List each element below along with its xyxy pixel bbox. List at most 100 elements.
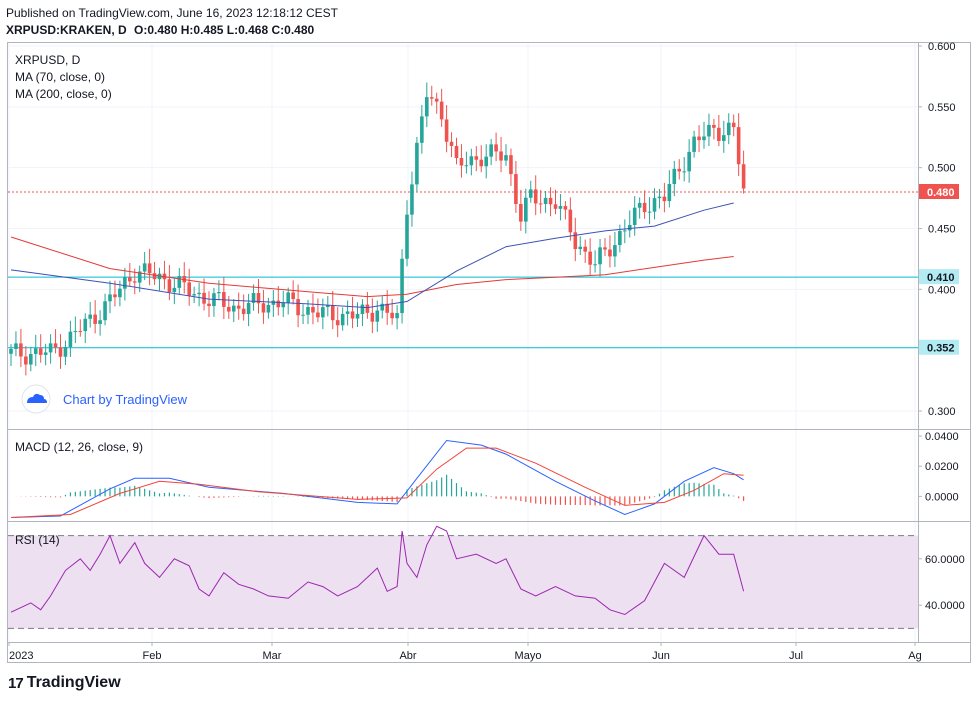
candle-body: [667, 184, 672, 202]
candle-body: [642, 202, 647, 213]
rsi-line: [10, 525, 745, 616]
candle-body: [697, 136, 701, 141]
candle-body: [335, 320, 340, 326]
open-label: O:: [134, 23, 148, 37]
rsi-tick-label: 40.0000: [925, 600, 965, 612]
candle-body: [33, 348, 38, 354]
candle-body: [132, 281, 137, 283]
price-badge: 0.480: [927, 187, 955, 199]
candle-body: [444, 119, 449, 142]
macd-histogram: [15, 474, 745, 506]
candle-body: [301, 314, 305, 316]
candle-body: [489, 144, 493, 157]
candle-body: [63, 347, 68, 357]
candle-body: [187, 282, 191, 296]
candle-body: [647, 211, 652, 213]
published-info: Published on TradingView.com, June 16, 2…: [6, 6, 338, 20]
time-tick-label: Abr: [399, 650, 416, 662]
watermark-text: Chart by TradingView: [63, 392, 188, 407]
legend-ma200: MA (200, close, 0): [15, 87, 112, 101]
candle-body: [251, 293, 256, 303]
cloud-shape: [27, 393, 47, 403]
candle-body: [712, 124, 716, 128]
candle-body: [330, 305, 335, 321]
candle-body: [365, 304, 370, 313]
candle-body: [306, 306, 310, 315]
candle-body: [78, 331, 83, 333]
candle-body: [286, 292, 290, 303]
candle-body: [68, 331, 73, 348]
candle-body: [687, 151, 691, 172]
candle-body: [326, 305, 330, 308]
candle-body: [241, 308, 246, 315]
candle-body: [385, 303, 389, 313]
candle-body: [449, 141, 454, 146]
macd-tick-label: 0.0000: [925, 491, 959, 503]
candle-body: [207, 303, 211, 307]
level-badge-0410: 0.410: [927, 272, 955, 284]
candle-body: [726, 122, 731, 136]
candle-body: [439, 101, 444, 120]
candle-body: [217, 292, 221, 294]
legend-title: XRPUSD, D: [15, 53, 81, 67]
level-badge-0352: 0.352: [927, 343, 955, 355]
candle-body: [370, 312, 375, 322]
candle-body: [236, 305, 241, 309]
candle-body: [613, 245, 617, 257]
candle-body: [528, 189, 533, 198]
high-label: H:: [180, 23, 194, 37]
candle-body: [24, 356, 28, 365]
candle-body: [321, 307, 325, 318]
candle-body: [197, 292, 201, 295]
price-badge-bg: [919, 184, 959, 199]
candle-body: [583, 246, 587, 252]
candle-body: [415, 142, 419, 185]
candles: [9, 82, 746, 376]
candle-body: [266, 304, 271, 313]
candle-body: [578, 246, 583, 250]
candle-body: [499, 151, 503, 161]
candle-body: [509, 155, 513, 175]
candle-body: [623, 230, 627, 232]
candle-body: [9, 348, 13, 354]
candle-body: [543, 197, 548, 205]
candle-body: [692, 136, 696, 152]
candle-body: [548, 197, 553, 205]
candle-body: [142, 263, 147, 272]
candle-body: [350, 311, 355, 319]
candle-body: [271, 300, 276, 305]
price-tick-label: 0.550: [928, 102, 956, 114]
candle-body: [519, 203, 523, 222]
candle-body: [167, 279, 172, 293]
candle-body: [717, 127, 721, 141]
candle-body: [741, 164, 746, 189]
price-tick-label: 0.600: [928, 41, 956, 53]
rsi-tick-label: 60.0000: [925, 554, 965, 566]
candle-body: [464, 165, 469, 167]
tradingview-logo[interactable]: 17 TradingView: [8, 674, 121, 692]
candle-body: [558, 206, 563, 209]
candle-body: [58, 347, 63, 357]
candle-body: [157, 273, 162, 280]
candle-body: [227, 306, 231, 312]
candle-body: [459, 158, 464, 166]
candle-body: [73, 331, 78, 333]
candle-body: [563, 206, 568, 210]
tradingview-watermark[interactable]: Chart by TradingView: [21, 384, 188, 414]
candle-body: [420, 116, 424, 143]
time-tick-label: Mayo: [515, 650, 542, 662]
candle-body: [276, 300, 281, 308]
candle-body: [603, 247, 607, 250]
macd-tick-label: 0.0200: [925, 461, 959, 473]
candle-body: [360, 304, 365, 315]
candle-body: [118, 288, 122, 298]
candle-body: [538, 203, 543, 205]
candle-body: [172, 287, 177, 293]
candle-body: [494, 144, 498, 152]
candle-body: [380, 303, 385, 311]
low-value: 0.468: [238, 23, 269, 37]
candle-body: [390, 312, 394, 319]
price-tick-label: 0.400: [928, 284, 956, 296]
level-badge-0352-bg: [919, 339, 959, 355]
